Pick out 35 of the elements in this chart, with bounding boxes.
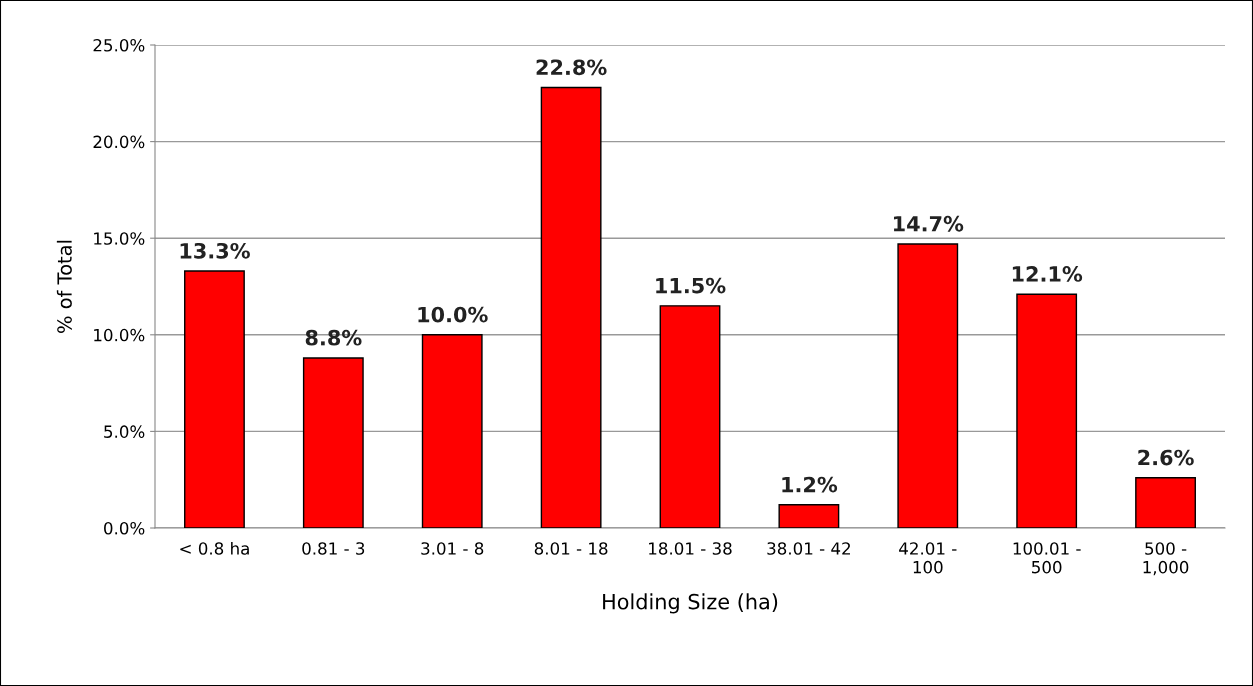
bar: [659, 305, 721, 528]
data-label: 12.1%: [1012, 266, 1083, 282]
x-tick-label: < 0.8 ha: [180, 541, 249, 555]
y-tick-label: 5.0%: [104, 425, 145, 438]
y-tick-label: 0.0%: [104, 521, 145, 535]
x-tick-label: 500 - 1,000: [1143, 542, 1189, 576]
data-label: 14.7%: [893, 215, 964, 232]
data-label: 11.5%: [656, 277, 726, 294]
bar: [1016, 293, 1078, 528]
y-axis-title: % of Total: [56, 240, 72, 333]
x-tick-label: 3.01 - 8: [421, 542, 484, 555]
y-tick-label: 25.0%: [93, 38, 145, 52]
x-tick-label: 42.01 - 100: [899, 542, 957, 574]
x-tick-label: 100.01 - 500: [1013, 542, 1081, 574]
bar: [184, 270, 245, 528]
data-label: 2.6%: [1138, 449, 1194, 466]
y-tick-label: 20.0%: [93, 135, 145, 149]
bar: [540, 86, 602, 528]
x-tick-label: 38.01 - 42: [767, 542, 850, 555]
data-label: 8.8%: [305, 329, 362, 346]
data-label: 13.3%: [180, 242, 250, 259]
x-tick-label: 18.01 - 38: [649, 542, 732, 555]
bar: [778, 504, 840, 528]
y-tick-label: 10.0%: [94, 328, 145, 342]
data-label: 10.0%: [418, 306, 488, 323]
data-label: 22.8%: [536, 59, 607, 76]
x-tick-label: 8.01 - 18: [534, 542, 608, 555]
y-tick-label: 15.0%: [94, 232, 145, 245]
bar: [302, 357, 364, 528]
bar: [1135, 477, 1196, 528]
x-axis-title: Holding Size (ha): [603, 593, 778, 614]
data-label: 1.2%: [782, 476, 838, 493]
bar: [897, 243, 959, 528]
bar: [421, 334, 483, 528]
x-tick-label: 0.81 - 3: [302, 542, 365, 555]
